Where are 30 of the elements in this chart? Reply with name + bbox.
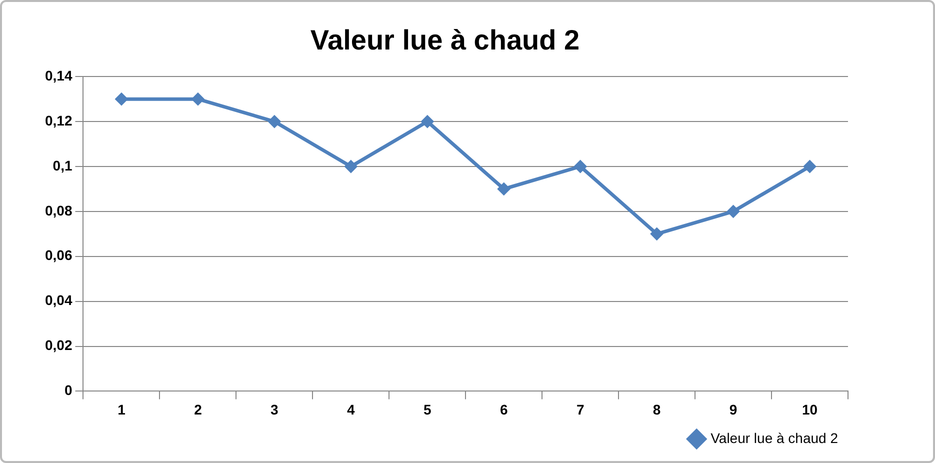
x-tick-label: 4 [347, 401, 356, 418]
x-tick-label: 2 [194, 401, 202, 418]
point [726, 204, 740, 218]
y-tick-label: 0,02 [45, 337, 72, 354]
x-tick-label: 5 [423, 401, 432, 418]
y-tick-label: 0,1 [52, 157, 72, 174]
x-tick-label: 9 [729, 401, 738, 418]
point [574, 160, 587, 173]
point [497, 182, 510, 196]
x-tick-label: 7 [576, 401, 584, 418]
y-tick-label: 0,04 [45, 292, 72, 308]
x-tick-label: 8 [652, 401, 661, 418]
point [268, 115, 281, 128]
point [344, 160, 358, 173]
chart-title: Valeur lue à chaud 2 [310, 24, 580, 56]
legend-label: Valeur lue à chaud 2 [710, 430, 838, 446]
y-tick-label: 0,08 [45, 202, 72, 218]
point [114, 92, 128, 106]
y-tick-label: 0,14 [45, 67, 72, 84]
point [191, 92, 204, 106]
x-tick-label: 6 [500, 401, 508, 418]
y-tick-label: 0,06 [45, 247, 72, 264]
x-tick-label: 10 [802, 401, 818, 418]
point [650, 227, 664, 240]
x-tick-label: 1 [118, 401, 126, 418]
x-tick-label: 3 [270, 401, 279, 418]
point [803, 160, 816, 173]
point [420, 115, 434, 128]
y-tick-label: 0 [64, 382, 72, 398]
y-tick-label: 0,12 [45, 112, 72, 128]
